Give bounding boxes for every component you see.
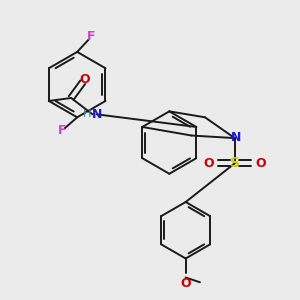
Text: F: F xyxy=(87,30,95,43)
Text: O: O xyxy=(255,157,266,170)
Text: O: O xyxy=(204,157,214,170)
Text: S: S xyxy=(230,156,240,170)
Text: H: H xyxy=(83,109,92,119)
Text: O: O xyxy=(180,277,191,290)
Text: N: N xyxy=(230,131,241,144)
Text: N: N xyxy=(92,107,102,121)
Text: F: F xyxy=(58,124,66,137)
Text: O: O xyxy=(79,73,90,86)
